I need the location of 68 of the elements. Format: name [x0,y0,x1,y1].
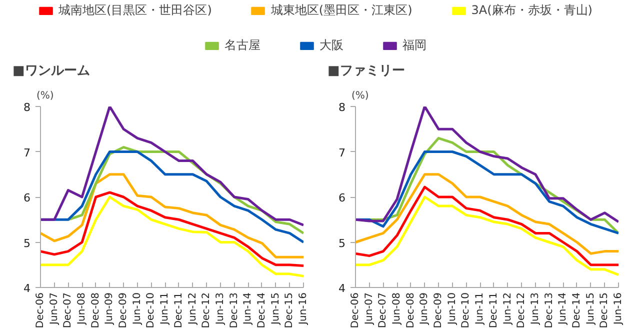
y-tick-label: 7 [24,146,30,160]
y-tick-label: 8 [338,101,346,114]
x-tick-label: Jun-11 [474,292,486,326]
x-tick-label: Jun-09 [419,292,430,326]
legend-label: 城東地区(墨田区・江東区) [270,2,412,19]
line-series [356,173,618,255]
x-tick-label: Jun-13 [530,292,541,326]
y-tick-label: 6 [338,192,346,204]
x-tick-label: Jun-08 [392,292,403,326]
x-tick-label: Dec-15 [284,292,296,328]
y-tick-label: 8 [24,101,30,114]
x-tick-label: Dec-12 [516,292,528,328]
line-series [356,186,618,266]
line-series [356,196,618,276]
legend-label: 城南地区(目黒区・世田谷区) [58,2,212,19]
x-tick-label: Jun-08 [76,292,88,326]
x-tick-label: Jun-13 [214,292,226,326]
y-axis-title: (%) [352,90,369,102]
line-series [40,196,304,278]
x-tick-label: Jun-07 [48,292,60,326]
legend-label: 福岡 [402,37,426,54]
legend-label: 大阪 [320,37,344,54]
x-tick-label: Jun-07 [364,292,375,326]
x-tick-label: Jun-09 [104,292,116,326]
x-tick-label: Jun-12 [187,292,198,326]
x-tick-label: Dec-13 [228,292,240,328]
x-tick-label: Dec-09 [433,292,444,328]
x-tick-label: Jun-14 [558,292,569,326]
legend-label: 名古屋 [224,37,260,54]
x-tick-label: Jun-15 [585,292,596,326]
x-tick-label: Dec-10 [146,292,157,328]
x-tick-label: Dec-08 [90,292,102,328]
y-tick-label: 7 [338,146,346,160]
x-tick-label: Jun-16 [298,292,309,326]
x-tick-label: Dec-07 [62,292,74,328]
x-tick-label: Dec-11 [173,292,184,328]
x-tick-label: Dec-09 [118,292,130,328]
line-series [40,106,304,226]
x-tick-label: Dec-07 [378,292,389,328]
x-tick-label: Jun-15 [270,292,282,326]
x-tick-label: Dec-13 [544,292,555,328]
x-tick-label: Dec-06 [350,292,361,328]
y-tick-label: 5 [338,236,346,250]
x-tick-label: Dec-11 [488,292,500,328]
chart-title: ■ワンルーム [12,64,90,78]
x-tick-label: Dec-14 [571,292,582,328]
x-tick-label: Jun-16 [613,292,624,326]
x-tick-label: Jun-10 [132,292,143,326]
x-tick-label: Jun-14 [242,292,254,326]
x-tick-label: Dec-12 [201,292,212,328]
legend-label: 3A(麻布・赤坂・青山) [471,2,592,19]
x-tick-label: Dec-10 [460,292,472,328]
y-tick-label: 4 [338,282,346,295]
y-tick-label: 5 [24,236,30,250]
line-series [40,191,304,268]
line-series [356,106,618,224]
x-tick-label: Dec-15 [599,292,610,328]
y-axis-title: (%) [36,90,54,102]
x-tick-label: Jun-11 [160,292,171,326]
line-series [40,173,304,258]
x-tick-label: Dec-14 [256,292,268,328]
y-tick-label: 4 [24,282,30,295]
chart-title: ■ファミリー [328,64,405,78]
x-tick-label: Jun-12 [502,292,514,326]
x-tick-label: Dec-06 [35,292,46,328]
y-tick-label: 6 [24,192,30,204]
x-tick-label: Dec-08 [405,292,416,328]
x-tick-label: Jun-10 [446,292,458,326]
